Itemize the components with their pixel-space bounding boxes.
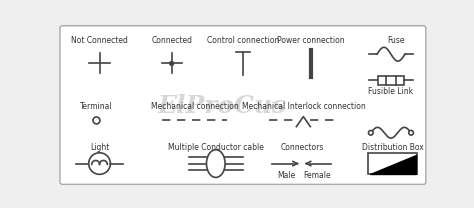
Ellipse shape	[207, 150, 225, 177]
Text: Control connection: Control connection	[207, 36, 279, 45]
Text: ElProCus: ElProCus	[157, 94, 287, 118]
FancyBboxPatch shape	[60, 26, 426, 184]
Text: Power connection: Power connection	[277, 36, 345, 45]
Text: Distribution Box: Distribution Box	[362, 143, 423, 152]
Text: Multiple Conductor cable: Multiple Conductor cable	[168, 143, 264, 152]
Circle shape	[368, 130, 373, 135]
Text: Mechanical connection: Mechanical connection	[151, 102, 239, 111]
Text: Light: Light	[90, 143, 109, 152]
Circle shape	[93, 117, 100, 124]
Text: Terminal: Terminal	[80, 102, 113, 111]
Circle shape	[89, 153, 110, 174]
Text: Mechanical Interlock connection: Mechanical Interlock connection	[241, 102, 365, 111]
Polygon shape	[370, 155, 416, 173]
Bar	[378, 76, 404, 85]
Text: Connected: Connected	[151, 36, 192, 45]
Text: Connectors: Connectors	[280, 143, 324, 152]
Circle shape	[409, 130, 413, 135]
Text: Male: Male	[277, 171, 295, 180]
Text: Not Connected: Not Connected	[71, 36, 128, 45]
Bar	[368, 153, 417, 174]
Text: Fuse: Fuse	[387, 36, 405, 45]
Circle shape	[170, 62, 173, 65]
Text: Female: Female	[303, 171, 331, 180]
Text: Fusible Link: Fusible Link	[368, 87, 413, 95]
